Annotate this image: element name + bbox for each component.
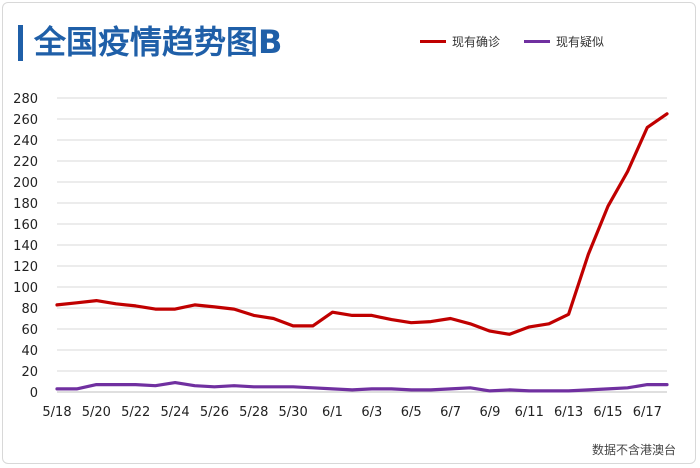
series-line-confirmed [55, 112, 669, 336]
x-tick-label: 5/18 [42, 405, 71, 420]
y-tick-label: 180 [13, 197, 38, 212]
y-tick-label: 20 [21, 365, 38, 380]
y-tick-label: 280 [13, 92, 38, 107]
x-tick-label: 6/3 [361, 405, 382, 420]
chart-frame [2, 2, 696, 464]
y-tick-label: 200 [13, 176, 38, 191]
source-note: 数据不含港澳台 [591, 443, 676, 457]
x-tick-label: 5/22 [121, 405, 150, 420]
legend-item-confirmed: 现有确诊 [420, 33, 500, 50]
y-tick-label: 260 [13, 113, 38, 128]
legend-label-confirmed: 现有确诊 [452, 34, 501, 49]
x-tick-label: 6/17 [633, 405, 662, 420]
legend: 现有确诊 现有疑似 [420, 31, 604, 51]
y-tick-label: 60 [21, 323, 38, 338]
x-tick-label: 6/1 [322, 405, 343, 420]
x-tick-label: 6/11 [515, 405, 544, 420]
x-tick-label: 5/30 [279, 405, 308, 420]
x-tick-label: 6/9 [479, 405, 500, 420]
y-tick-label: 220 [13, 155, 38, 170]
x-tick-label: 6/7 [440, 405, 461, 420]
chart-title: 全国疫情趋势图B [34, 23, 283, 61]
series-lines [55, 112, 669, 393]
x-tick-label: 5/28 [239, 405, 268, 420]
series-line-suspected [55, 381, 669, 393]
legend-swatch-confirmed [420, 39, 446, 43]
x-tick-label: 5/24 [160, 405, 189, 420]
x-tick-label: 6/13 [554, 405, 583, 420]
y-tick-label: 240 [13, 134, 38, 149]
x-tick-label: 5/20 [82, 405, 111, 420]
y-axis-ticks: 0 20 40 60 80 100 120 140 160 180 200 220 240 260 280 [13, 92, 38, 401]
x-tick-label: 6/5 [401, 405, 422, 420]
x-tick-label: 6/15 [593, 405, 622, 420]
x-axis-ticks: 5/18 5/20 5/22 5/24 5/26 5/28 5/30 6/1 6/3 6/5 6/7… [42, 405, 662, 420]
grid-lines [57, 97, 667, 393]
legend-swatch-suspected [524, 39, 551, 43]
y-tick-label: 40 [21, 344, 38, 359]
legend-item-suspected: 现有疑似 [524, 33, 604, 50]
y-tick-label: 100 [13, 281, 38, 296]
title-accent-bar [18, 25, 23, 61]
y-tick-label: 0 [30, 386, 38, 401]
y-tick-label: 80 [21, 302, 38, 317]
y-tick-label: 140 [13, 239, 38, 254]
legend-label-suspected: 现有疑似 [556, 34, 605, 49]
x-tick-label: 5/26 [200, 405, 229, 420]
y-tick-label: 120 [13, 260, 38, 275]
y-tick-label: 160 [13, 218, 38, 233]
